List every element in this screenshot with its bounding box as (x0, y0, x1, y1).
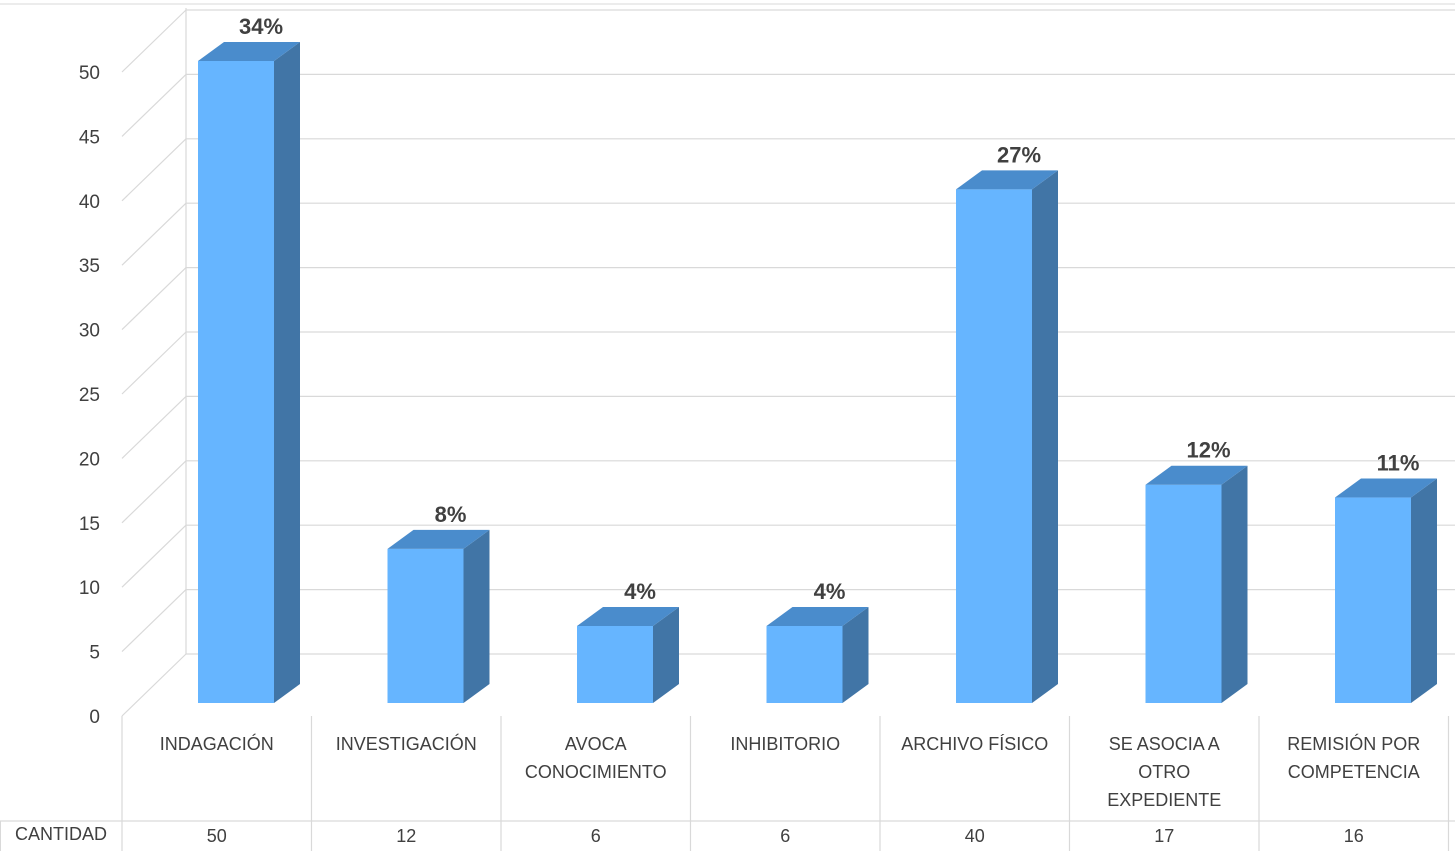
data-label: 4% (814, 579, 846, 604)
gridline-side (121, 138, 187, 202)
y-tick-label: 20 (79, 449, 100, 470)
grid-layer (0, 3, 1455, 717)
bar-side (1032, 170, 1058, 703)
series-name-cell: CANTIDAD (15, 824, 107, 844)
y-tick-label: 40 (79, 192, 100, 213)
y-axis: 0 5 10 15 20 25 30 35 40 45 50 (79, 63, 100, 728)
bar-front (956, 189, 1032, 703)
x-tick-label: INHIBITORIO (730, 734, 840, 754)
data-label: 12% (1186, 438, 1230, 463)
gridline-side (121, 524, 187, 588)
gridline-side (121, 267, 187, 331)
data-label: 27% (997, 142, 1041, 167)
table-value: 40 (965, 826, 985, 846)
bar (1335, 478, 1437, 703)
table-value: 6 (780, 826, 790, 846)
bar-top (198, 42, 300, 61)
bar-side (463, 529, 490, 703)
bar-side (653, 606, 679, 703)
table-value: 16 (1344, 826, 1364, 846)
x-tick-label: INVESTIGACIÓN (336, 733, 477, 754)
bar (766, 606, 869, 703)
bar-top (956, 170, 1058, 190)
bar-side (842, 606, 869, 703)
y-tick-label: 0 (89, 707, 100, 728)
data-label: 34% (239, 14, 283, 39)
y-tick-label: 45 (79, 127, 100, 148)
bar-top (1145, 465, 1248, 485)
gridline-side (121, 9, 187, 73)
bar-front (766, 625, 843, 703)
bar-front (387, 548, 464, 703)
y-tick-label: 50 (79, 63, 100, 84)
gridline-side (121, 589, 187, 653)
x-tick-label: AVOCA CONOCIMIENTO (525, 734, 667, 782)
gridline-side (121, 73, 187, 137)
bar-front (198, 61, 274, 703)
data-label: 4% (624, 579, 656, 604)
bar-side (274, 42, 300, 703)
bar (956, 170, 1058, 703)
bar-top (577, 606, 679, 626)
data-label: 8% (435, 502, 467, 527)
x-tick-label: ARCHIVO FÍSICO (901, 734, 1048, 754)
gridline-side (121, 202, 187, 266)
bar-front (1145, 484, 1222, 703)
y-tick-label: 15 (79, 514, 100, 535)
bar (387, 529, 490, 703)
bar-front (577, 625, 653, 703)
table-value: 17 (1154, 826, 1174, 846)
table-value: 12 (396, 826, 416, 846)
y-tick-label: 25 (79, 385, 100, 406)
x-tick-label: REMISIÓN POR COMPETENCIA (1287, 733, 1420, 782)
bars (198, 42, 1437, 703)
bar (1145, 465, 1248, 703)
y-tick-label: 30 (79, 321, 100, 342)
y-tick-label: 35 (79, 256, 100, 277)
bar (577, 606, 679, 703)
data-label: 11% (1377, 451, 1420, 476)
gridline-side (121, 395, 187, 459)
gridline-side (121, 331, 187, 395)
data-table: INDAGACIÓN INVESTIGACIÓN AVOCA CONOCIMIENTO… (0, 716, 1455, 851)
bar-top (766, 606, 869, 626)
x-tick-label: SE ASOCIA A OTRO EXPEDIENTE (1107, 734, 1221, 810)
data-labels: 34% 8% 4% 4% 27% 12% 11% (239, 14, 1419, 604)
gridline-side (121, 460, 187, 524)
y-tick-label: 5 (89, 643, 100, 664)
x-tick-label: INDAGACIÓN (160, 733, 274, 754)
y-tick-label: 10 (79, 578, 100, 599)
bar-top (387, 529, 490, 549)
bar-top (1335, 478, 1437, 498)
table-value: 50 (207, 826, 227, 846)
bar-side (1411, 478, 1437, 703)
bar-front (1335, 497, 1411, 703)
bar-side (1221, 465, 1248, 703)
table-value: 6 (591, 826, 601, 846)
bar (198, 42, 300, 703)
gridline-side (121, 653, 187, 717)
